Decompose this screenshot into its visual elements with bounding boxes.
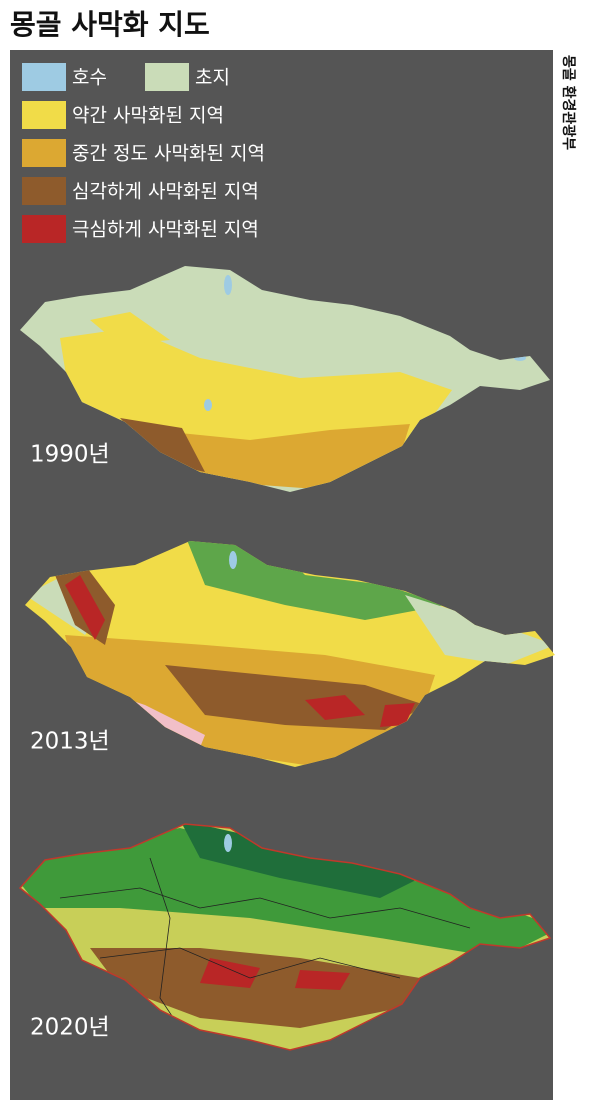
map-shape <box>90 948 420 1028</box>
legend-label: 초지 <box>195 67 230 89</box>
map-shape <box>224 834 232 852</box>
legend-label: 심각하게 사막화된 지역 <box>72 181 259 203</box>
map-shape <box>200 958 260 988</box>
map-shape <box>185 541 445 620</box>
map-shape <box>295 970 350 990</box>
map-shape <box>380 703 415 727</box>
title: 몽골 사막화 지도 <box>10 8 210 41</box>
legend-swatch <box>22 63 66 91</box>
legend-label: 호수 <box>72 67 107 89</box>
legend-swatch <box>145 63 189 91</box>
map-shape <box>120 418 205 472</box>
year-label: 2020년 <box>30 1015 110 1041</box>
map-shape <box>149 857 181 1029</box>
map-shape <box>99 947 401 979</box>
map-shape <box>25 541 555 767</box>
year-label: 2013년 <box>30 729 110 755</box>
map-shape <box>20 828 550 958</box>
map-shape <box>59 887 471 929</box>
legend-label: 극심하게 사막화된 지역 <box>72 219 259 241</box>
map-shape <box>229 551 237 569</box>
map-shape <box>180 824 420 898</box>
map-shape <box>305 695 365 720</box>
legend-swatch <box>22 177 66 205</box>
map-2013 <box>25 541 555 767</box>
legend-swatch <box>22 139 66 167</box>
source: 몽골 환경관광부 <box>560 55 577 150</box>
legend-swatch <box>22 215 66 243</box>
map-shape <box>224 275 232 295</box>
legend-swatch <box>22 101 66 129</box>
map-shape <box>90 312 170 345</box>
map-shape <box>204 399 212 411</box>
map-shape <box>65 575 105 640</box>
map-shape <box>150 424 410 490</box>
year-label: 1990년 <box>30 442 110 468</box>
legend-label: 약간 사막화된 지역 <box>72 105 224 127</box>
legend-label: 중간 정도 사막화된 지역 <box>72 143 265 165</box>
map-shape <box>405 595 555 665</box>
